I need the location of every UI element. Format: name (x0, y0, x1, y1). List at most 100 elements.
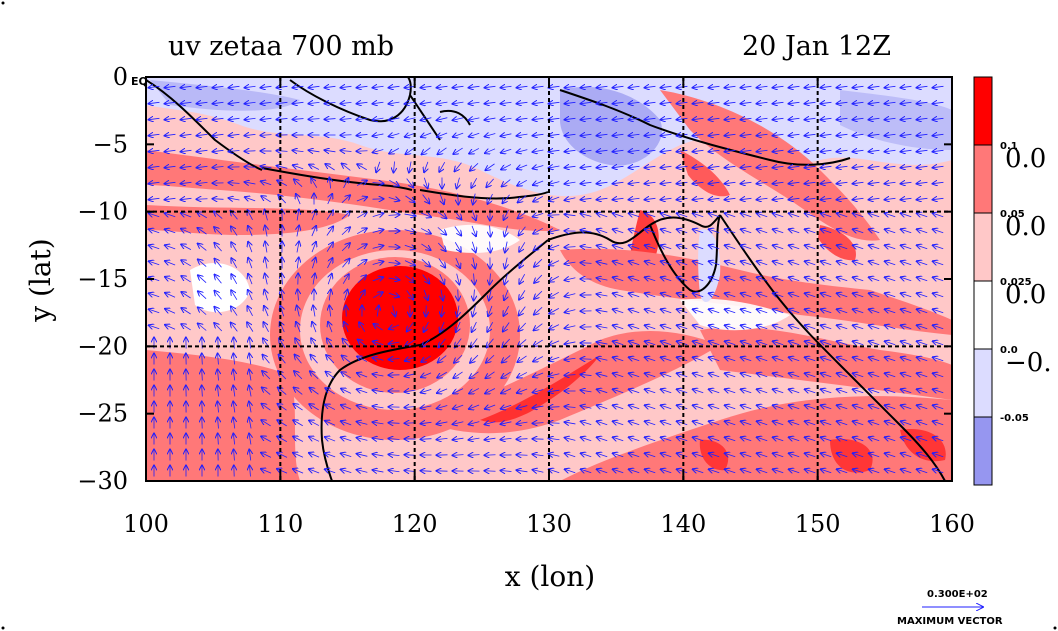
wind-vector (213, 86, 224, 87)
wind-vector (613, 166, 624, 167)
wind-vector (505, 257, 507, 269)
wind-vector (677, 166, 688, 167)
wind-vector (437, 422, 448, 424)
wind-vector (197, 166, 208, 167)
wind-vector (917, 277, 928, 280)
wind-vector (373, 134, 384, 136)
wind-vector (473, 305, 476, 317)
wind-vector (917, 309, 928, 312)
wind-vector (917, 389, 928, 392)
wind-vector (469, 405, 480, 409)
wind-vector (517, 102, 528, 103)
wind-vector (725, 86, 736, 87)
wind-vector (437, 86, 448, 87)
wind-vector (409, 161, 411, 173)
wind-vector (310, 371, 319, 379)
wind-vector (581, 214, 592, 217)
wind-vector (725, 341, 736, 344)
wind-vector (471, 178, 478, 188)
wind-vector (549, 150, 560, 151)
wind-vector (773, 277, 784, 280)
wind-vector (389, 148, 400, 153)
wind-vector (549, 324, 560, 330)
wind-vector (885, 134, 896, 135)
wind-vector (885, 309, 896, 312)
wind-vector (885, 86, 896, 87)
wind-vector (629, 405, 640, 408)
wind-vector (597, 198, 608, 199)
wind-vector (821, 166, 832, 167)
wind-vector (376, 161, 380, 172)
wind-vector (248, 290, 253, 301)
wind-vector (549, 166, 560, 168)
wind-vector (645, 182, 656, 183)
wind-vector (837, 309, 848, 312)
wind-vector (519, 290, 526, 299)
wind-vector (741, 198, 752, 199)
wind-vector (757, 213, 768, 216)
wind-vector (309, 102, 320, 103)
wind-vector (805, 86, 816, 87)
wind-vector (297, 258, 298, 269)
wind-vector (661, 277, 672, 280)
colorbar-big-label: −0. (1005, 348, 1052, 378)
wind-vector (853, 182, 864, 183)
wind-vector (901, 373, 912, 376)
wind-vector (181, 182, 192, 183)
wind-vector (901, 357, 912, 360)
wind-vector (677, 150, 688, 151)
wind-vector (789, 277, 800, 280)
wind-vector (406, 147, 415, 154)
wind-vector (453, 133, 464, 137)
wind-vector (917, 229, 928, 232)
wind-vector (373, 390, 384, 392)
wind-vector (837, 102, 848, 103)
wind-vector (565, 198, 576, 201)
coast-islands (419, 189, 549, 200)
wind-vector (534, 307, 543, 314)
wind-vector (149, 134, 160, 135)
wind-vector (613, 405, 624, 408)
wind-vector (581, 230, 592, 232)
wind-vector (421, 406, 432, 408)
wind-vector (454, 354, 463, 362)
wind-vector (837, 341, 848, 344)
wind-vector (693, 261, 704, 264)
wind-vector (297, 242, 299, 253)
wind-vector (149, 309, 160, 312)
wind-vector (517, 406, 528, 409)
wind-vector (533, 356, 544, 361)
wind-vector (341, 421, 352, 425)
wind-vector (597, 166, 608, 167)
wind-vector (458, 193, 459, 205)
wind-vector (901, 118, 912, 119)
wind-vector (218, 418, 219, 429)
wind-vector (469, 86, 480, 87)
wind-vector (837, 261, 848, 264)
wind-vector (341, 227, 350, 236)
wind-vector (773, 373, 784, 376)
wind-vector (503, 322, 510, 332)
wind-vector (629, 182, 640, 183)
wind-vector (533, 196, 544, 201)
wind-vector (581, 134, 592, 135)
wind-vector (421, 133, 432, 137)
wind-vector (709, 293, 720, 296)
wind-vector (709, 182, 720, 183)
wind-vector (437, 211, 447, 219)
wind-vector (231, 323, 238, 332)
wind-vector (357, 102, 368, 103)
wind-vector (357, 260, 366, 267)
wind-vector (853, 293, 864, 296)
wind-vector (693, 389, 704, 392)
wind-vector (789, 309, 800, 312)
wind-vector (677, 293, 688, 296)
wind-vector (661, 373, 672, 376)
wind-vector (533, 373, 544, 377)
wind-vector (805, 325, 816, 328)
wind-vector (341, 102, 352, 103)
wind-vector (581, 198, 592, 199)
wind-vector (328, 274, 332, 285)
wind-vector (821, 261, 832, 264)
wind-vector (198, 323, 207, 331)
